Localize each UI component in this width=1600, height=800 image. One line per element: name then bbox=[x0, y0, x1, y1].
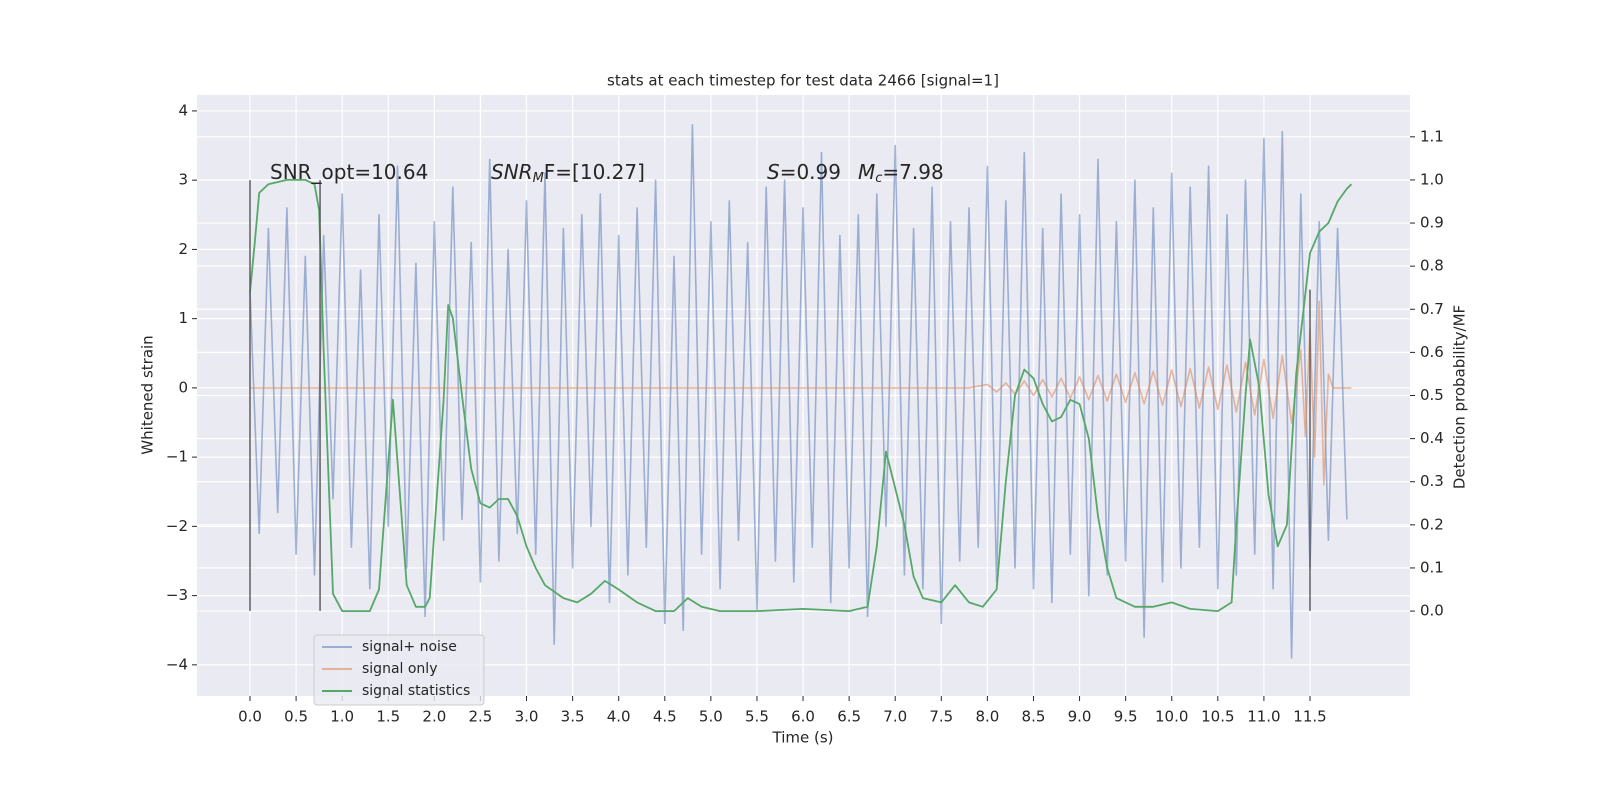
annotation-part: SNR bbox=[491, 160, 533, 184]
y-tick-label: −4 bbox=[166, 655, 188, 673]
y2-tick-label: 1.0 bbox=[1420, 170, 1444, 188]
y2-tick-label: 1.1 bbox=[1420, 127, 1444, 145]
x-tick-label: 5.5 bbox=[745, 708, 769, 726]
y2-tick-label: 0.6 bbox=[1420, 343, 1444, 361]
x-tick-label: 1.5 bbox=[376, 708, 400, 726]
x-tick-label: 4.5 bbox=[653, 708, 677, 726]
x-tick-label: 9.5 bbox=[1114, 708, 1138, 726]
annotation: SNR_opt=10.64 bbox=[270, 160, 428, 184]
y-tick-label: 3 bbox=[178, 171, 188, 189]
annotation-part: =0.99 bbox=[780, 160, 841, 184]
y2-tick-label: 0.3 bbox=[1420, 472, 1444, 490]
y2-tick-label: 0.4 bbox=[1420, 429, 1444, 447]
x-tick-label: 10.0 bbox=[1155, 708, 1188, 726]
annotation: S=0.99 bbox=[767, 160, 841, 184]
annotation-part: S bbox=[767, 160, 780, 184]
legend-label: signal only bbox=[362, 661, 437, 677]
legend-label: signal+ noise bbox=[362, 639, 457, 655]
y2-tick-label: 0.1 bbox=[1420, 558, 1444, 576]
x-tick-label: 3.0 bbox=[515, 708, 539, 726]
labels: 0.0 0.5 1.0 1.5 2.0 2.5 3.0 3.5 4.0 4.5 5.0 5.5 6.0 6… bbox=[166, 101, 1444, 725]
annotation-part: F=[10.27] bbox=[544, 160, 645, 184]
series-line bbox=[250, 300, 1352, 486]
y-tick-label: 2 bbox=[178, 240, 188, 258]
y2-tick-label: 0.9 bbox=[1420, 214, 1444, 232]
y-tick-label: −1 bbox=[166, 448, 188, 466]
y-tick-label: 0 bbox=[178, 378, 188, 396]
legend-label: signal statistics bbox=[362, 683, 470, 699]
x-tick-label: 1.0 bbox=[330, 708, 354, 726]
annotation-part: c bbox=[875, 171, 882, 186]
x-axis-label: Time (s) bbox=[772, 729, 834, 747]
legend-box bbox=[313, 634, 485, 706]
annotation-part: =7.98 bbox=[882, 160, 943, 184]
annotation: SNRMF=[10.27] bbox=[491, 160, 645, 186]
y-tick-label: 4 bbox=[178, 101, 188, 119]
x-tick-label: 11.0 bbox=[1247, 708, 1280, 726]
y-tick-label: −3 bbox=[166, 586, 188, 604]
annotation-part: M bbox=[858, 160, 875, 184]
series-line bbox=[249, 179, 1353, 612]
y2-tick-label: 0.5 bbox=[1420, 386, 1444, 404]
y2-axis-label: Detection probability/MF bbox=[1451, 305, 1469, 489]
x-tick-label: 10.5 bbox=[1201, 708, 1234, 726]
y2-tick-label: 0.7 bbox=[1420, 300, 1444, 318]
x-tick-label: 7.5 bbox=[929, 708, 953, 726]
y2-tick-label: 0.8 bbox=[1420, 257, 1444, 275]
annotation-part: M bbox=[533, 171, 544, 186]
x-tick-label: 6.5 bbox=[837, 708, 861, 726]
series-line bbox=[249, 124, 1348, 659]
x-tick-label: 6.0 bbox=[791, 708, 815, 726]
y2-tick-label: 0.2 bbox=[1420, 515, 1444, 533]
chart-title: stats at each timestep for test data 246… bbox=[607, 72, 999, 90]
x-tick-label: 3.5 bbox=[561, 708, 585, 726]
annotation-part: SNR_opt=10.64 bbox=[270, 160, 428, 184]
y-tick-label: 1 bbox=[178, 309, 188, 327]
x-tick-label: 0.5 bbox=[284, 708, 308, 726]
x-tick-label: 8.5 bbox=[1022, 708, 1046, 726]
x-tick-label: 5.0 bbox=[699, 708, 723, 726]
annotation: Mc=7.98 bbox=[858, 160, 944, 186]
y2-tick-label: 0.0 bbox=[1420, 602, 1444, 620]
x-tick-label: 0.0 bbox=[238, 708, 262, 726]
x-tick-label: 2.0 bbox=[422, 708, 446, 726]
marks bbox=[249, 124, 1353, 659]
y-axis-label: Whitened strain bbox=[139, 335, 157, 454]
x-tick-label: 11.5 bbox=[1293, 708, 1326, 726]
x-tick-label: 8.0 bbox=[975, 708, 999, 726]
y-tick-label: −2 bbox=[166, 517, 188, 535]
x-tick-label: 4.0 bbox=[607, 708, 631, 726]
x-tick-label: 2.5 bbox=[469, 708, 493, 726]
x-tick-label: 9.0 bbox=[1068, 708, 1092, 726]
x-tick-label: 7.0 bbox=[883, 708, 907, 726]
